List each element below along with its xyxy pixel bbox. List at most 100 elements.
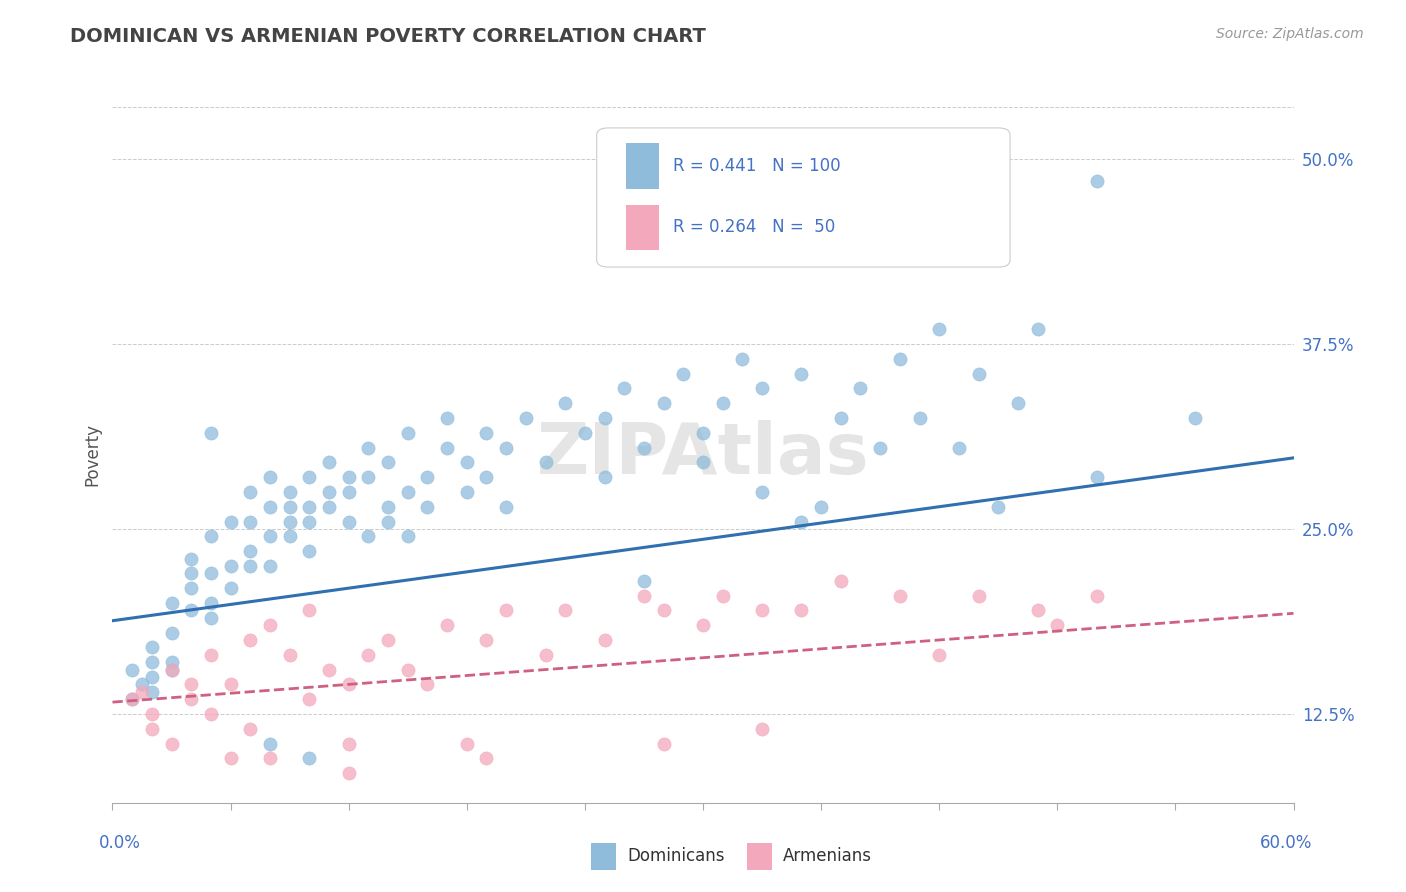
Point: [1085, 589, 1108, 603]
Point: [711, 396, 734, 410]
Point: [180, 566, 202, 581]
Point: [751, 484, 773, 499]
Point: [318, 455, 340, 469]
Point: [278, 484, 301, 499]
Point: [239, 722, 262, 736]
Text: ZIPAtlas: ZIPAtlas: [537, 420, 869, 490]
Point: [278, 500, 301, 514]
Point: [239, 515, 262, 529]
Point: [200, 706, 222, 721]
Point: [298, 515, 321, 529]
Point: [889, 351, 911, 366]
Point: [131, 685, 153, 699]
Point: [141, 722, 163, 736]
Point: [475, 751, 498, 765]
Point: [515, 411, 537, 425]
Point: [613, 381, 636, 395]
Point: [337, 677, 360, 691]
Point: [160, 596, 183, 610]
Point: [652, 603, 675, 617]
Point: [239, 558, 262, 573]
Point: [751, 381, 773, 395]
Point: [219, 558, 242, 573]
Point: [534, 648, 557, 662]
Point: [652, 396, 675, 410]
Point: [928, 322, 950, 336]
Point: [396, 663, 419, 677]
Point: [416, 500, 439, 514]
Point: [1184, 411, 1206, 425]
Point: [436, 618, 458, 632]
Point: [278, 648, 301, 662]
Point: [534, 455, 557, 469]
Text: R = 0.441   N = 100: R = 0.441 N = 100: [673, 157, 841, 175]
Text: Source: ZipAtlas.com: Source: ZipAtlas.com: [1216, 27, 1364, 41]
Point: [160, 737, 183, 751]
Text: Dominicans: Dominicans: [627, 847, 724, 865]
Point: [574, 425, 596, 440]
Point: [908, 411, 931, 425]
Point: [790, 367, 813, 381]
Point: [259, 529, 281, 543]
Point: [357, 470, 380, 484]
Point: [1085, 470, 1108, 484]
Point: [692, 455, 714, 469]
Point: [200, 596, 222, 610]
Point: [948, 441, 970, 455]
Point: [259, 500, 281, 514]
Point: [475, 425, 498, 440]
Point: [337, 515, 360, 529]
Point: [633, 574, 655, 588]
Text: R = 0.264   N =  50: R = 0.264 N = 50: [673, 219, 835, 236]
Point: [219, 581, 242, 595]
Point: [259, 558, 281, 573]
Point: [790, 603, 813, 617]
Point: [141, 655, 163, 669]
Point: [692, 425, 714, 440]
Point: [200, 566, 222, 581]
Point: [337, 737, 360, 751]
Point: [377, 515, 399, 529]
Point: [554, 396, 576, 410]
Bar: [626, 205, 659, 250]
Point: [259, 751, 281, 765]
Point: [377, 500, 399, 514]
Point: [337, 484, 360, 499]
Point: [239, 632, 262, 647]
Point: [692, 618, 714, 632]
Point: [1007, 396, 1029, 410]
Point: [495, 441, 517, 455]
Point: [593, 470, 616, 484]
Point: [751, 603, 773, 617]
Point: [160, 663, 183, 677]
Point: [377, 455, 399, 469]
Point: [160, 625, 183, 640]
Point: [436, 411, 458, 425]
Point: [141, 706, 163, 721]
Point: [790, 515, 813, 529]
Point: [633, 441, 655, 455]
Y-axis label: Poverty: Poverty: [83, 424, 101, 486]
Point: [554, 603, 576, 617]
Point: [751, 722, 773, 736]
Point: [495, 603, 517, 617]
Point: [298, 544, 321, 558]
Point: [219, 751, 242, 765]
Point: [1026, 603, 1049, 617]
Point: [180, 677, 202, 691]
Point: [396, 425, 419, 440]
Point: [357, 529, 380, 543]
Point: [141, 685, 163, 699]
Point: [318, 663, 340, 677]
Point: [1085, 174, 1108, 188]
Point: [593, 411, 616, 425]
Point: [967, 367, 990, 381]
Point: [337, 470, 360, 484]
Point: [928, 648, 950, 662]
Point: [593, 632, 616, 647]
Point: [160, 663, 183, 677]
Point: [141, 670, 163, 684]
Point: [357, 648, 380, 662]
Point: [475, 632, 498, 647]
Point: [200, 648, 222, 662]
